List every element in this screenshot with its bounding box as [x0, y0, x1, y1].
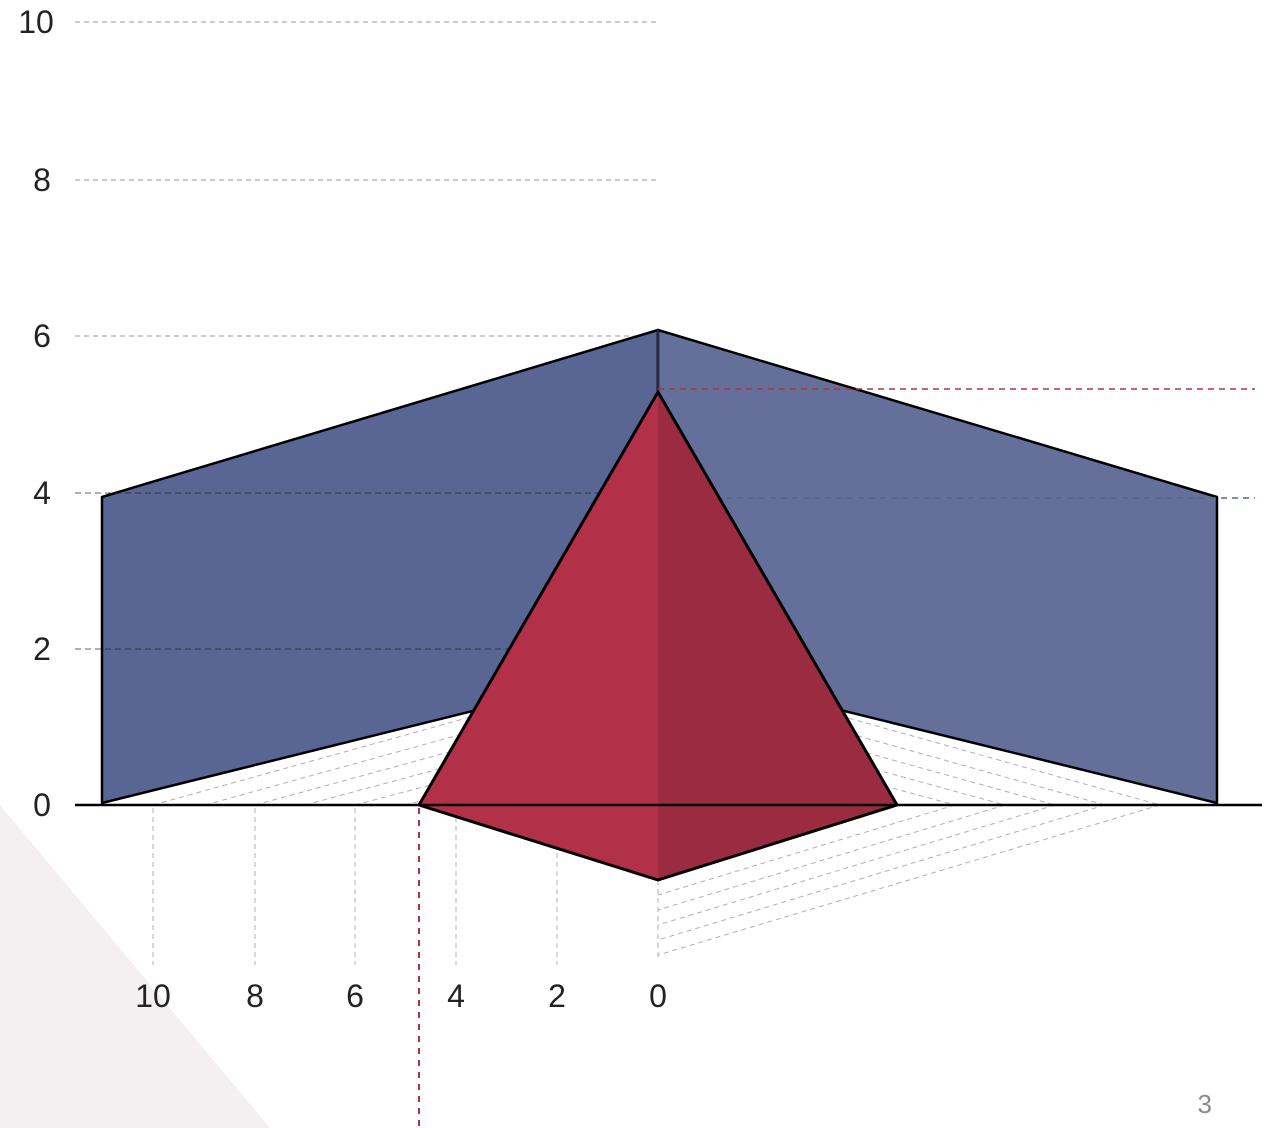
- y-tick-label: 8: [33, 162, 51, 198]
- y-tick-label: 6: [33, 318, 51, 354]
- x-tick-label: 10: [135, 978, 171, 1014]
- floor-line: [657, 804, 1056, 926]
- page-number: 3: [1197, 1089, 1212, 1119]
- y-tick-label: 4: [33, 475, 51, 511]
- background-triangle: [0, 805, 270, 1128]
- x-tick-label: 8: [246, 978, 264, 1014]
- y-tick-label: 0: [33, 787, 51, 823]
- x-tick-label: 2: [548, 978, 566, 1014]
- x-tick-label: 6: [346, 978, 364, 1014]
- floor-line: [657, 664, 1161, 806]
- y-axis-labels: 0 2 4 6 8 10: [18, 4, 54, 823]
- y-tick-label: 2: [33, 631, 51, 667]
- pyramid-right-face: [658, 392, 897, 880]
- y-gridlines: [75, 21, 658, 337]
- y-tick-label: 10: [18, 4, 54, 40]
- x-axis-labels: 10 8 6 4 2 0: [135, 978, 667, 1014]
- floor-line: [657, 694, 1056, 806]
- floor-line: [657, 804, 1106, 941]
- pyramid-left-face: [419, 392, 658, 880]
- x-tick-guides: [152, 808, 558, 965]
- floor-grid-front: [657, 804, 1161, 958]
- x-tick-label: 0: [649, 978, 667, 1014]
- x-tick-label: 4: [447, 978, 465, 1014]
- floor-line: [657, 804, 1006, 911]
- pyramid-outline: [417, 390, 899, 882]
- floor-line: [657, 709, 1006, 806]
- floor-line: [657, 804, 956, 896]
- floor-line: [657, 804, 1161, 956]
